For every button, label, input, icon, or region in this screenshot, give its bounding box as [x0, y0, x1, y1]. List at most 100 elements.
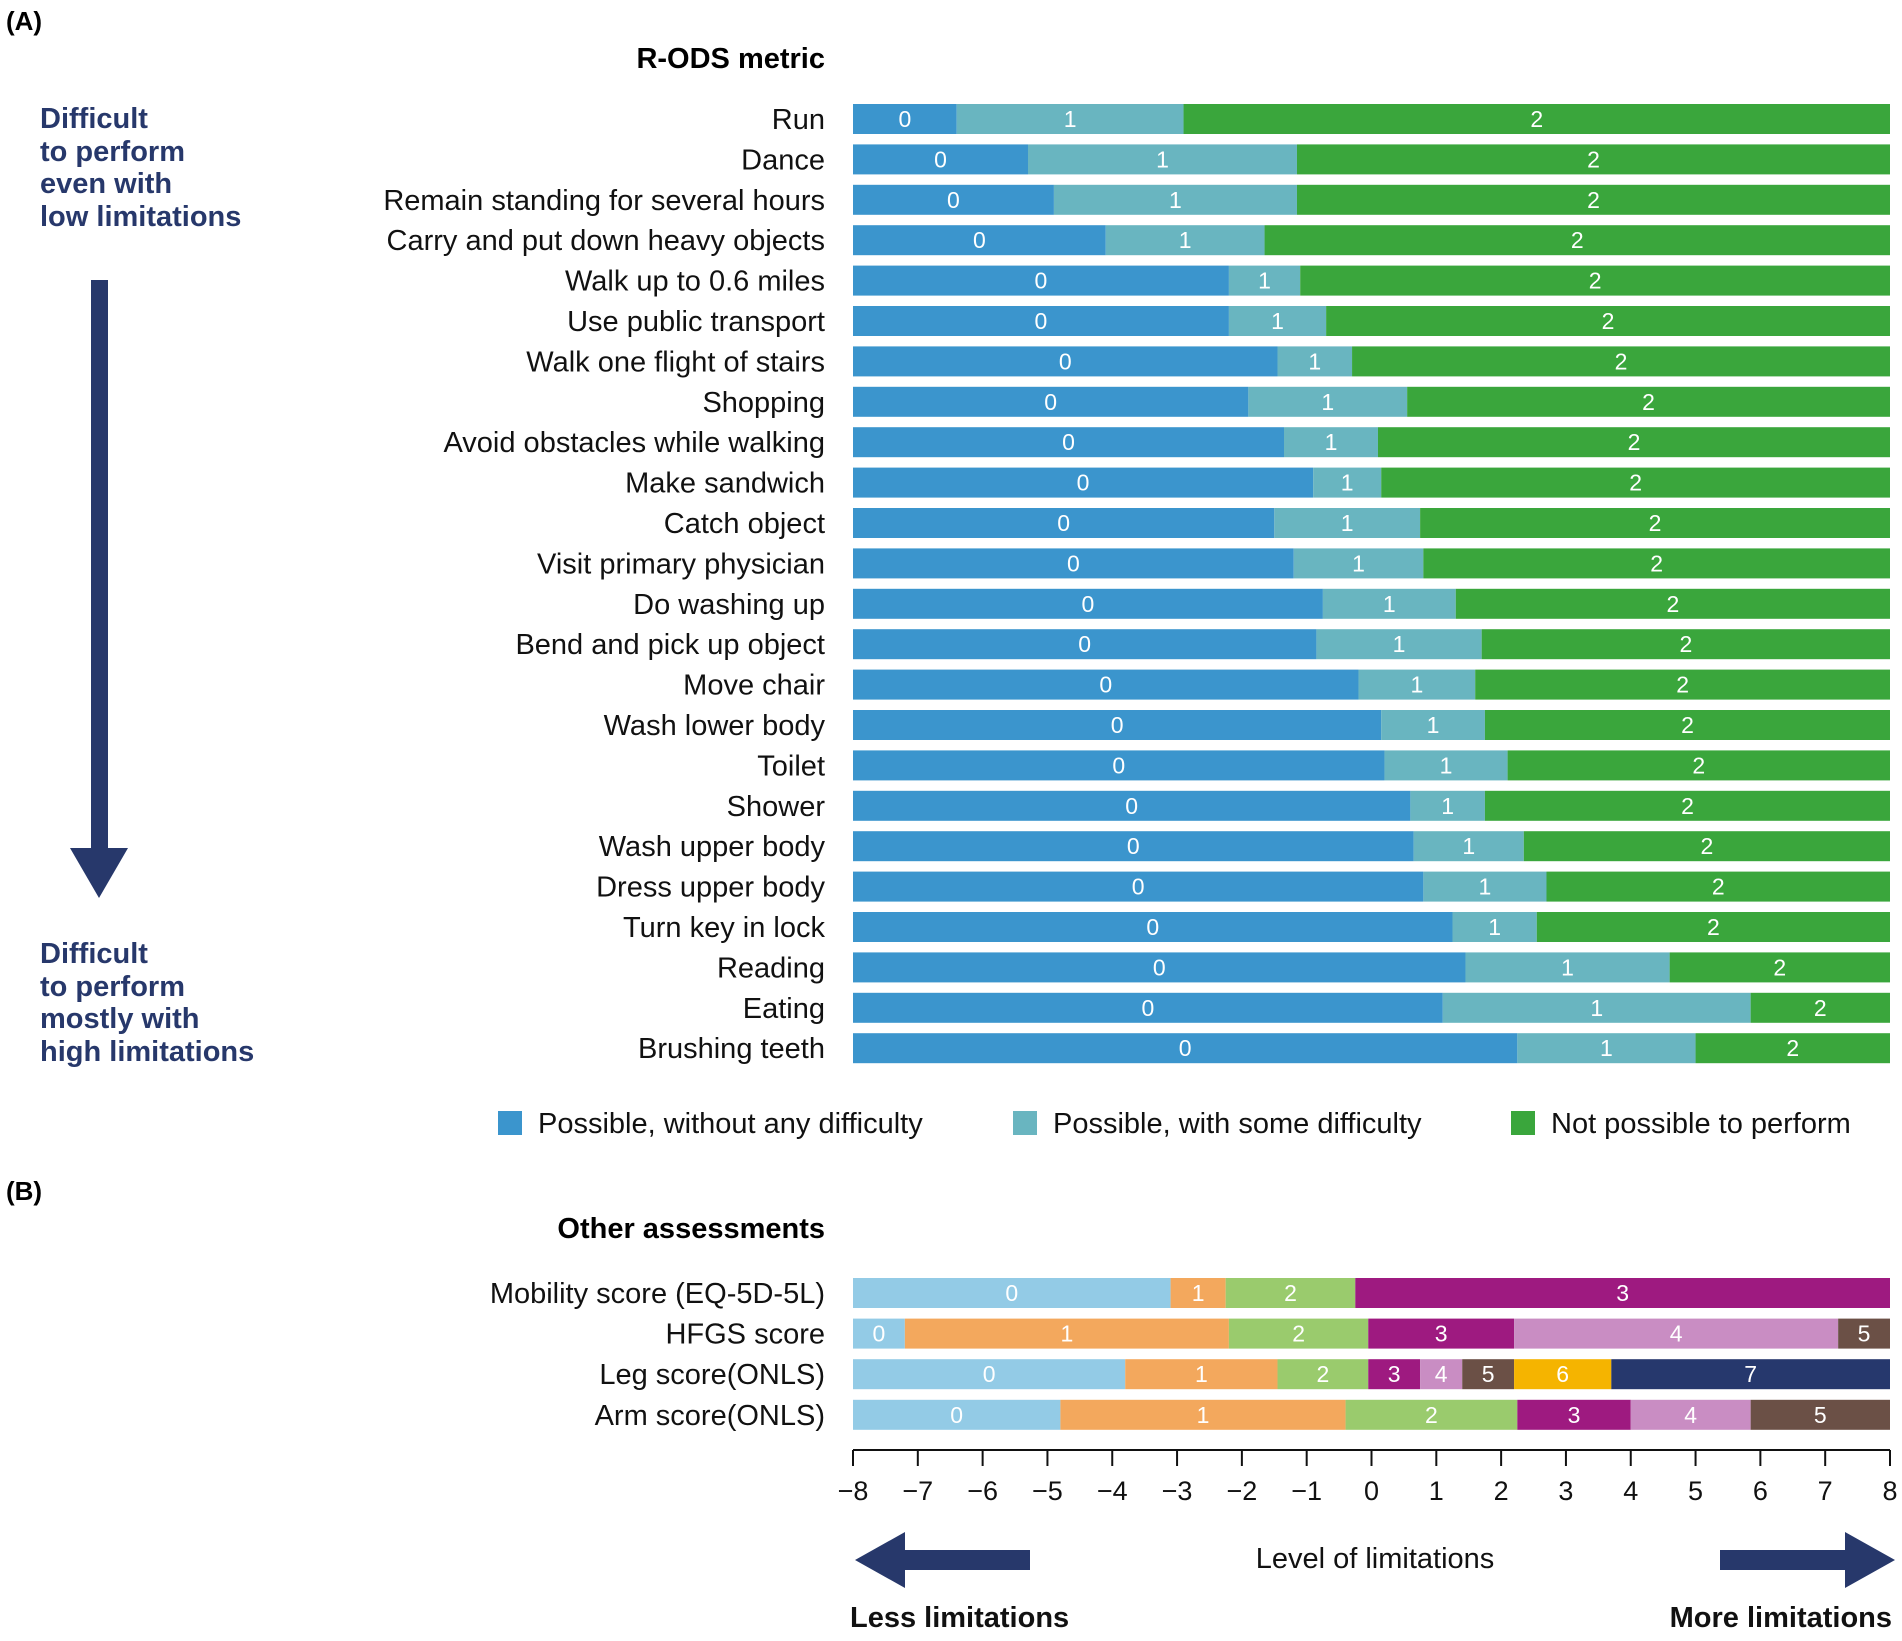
rods-segment-label: 1 [1271, 308, 1284, 334]
rods-bar-segment-1 [1105, 225, 1265, 256]
other-segment-label: 0 [983, 1361, 996, 1387]
other-bar-segment-3 [1368, 1359, 1421, 1390]
rods-bar-segment-0 [853, 225, 1106, 256]
rods-segment-label: 2 [1571, 227, 1584, 253]
rods-bar-segment-0 [853, 831, 1414, 862]
other-bar-segment-7 [1611, 1359, 1890, 1390]
other-segment-label: 5 [1482, 1361, 1495, 1387]
side-bottom-line-2: to perform [40, 971, 185, 1003]
side-top-line-1: Difficult [40, 103, 148, 135]
x-axis-title: Level of limitations [1256, 1543, 1495, 1575]
legend-label-0: Possible, without any difficulty [538, 1108, 923, 1140]
other-segment-label: 4 [1435, 1361, 1448, 1387]
x-tick-label: 8 [1882, 1476, 1897, 1506]
rods-segment-label: 0 [1057, 510, 1070, 536]
x-tick-label: −1 [1291, 1476, 1322, 1506]
rods-segment-label: 0 [1044, 389, 1057, 415]
rods-row-label-catch-object: Catch object [664, 508, 825, 540]
other-segment-label: 1 [1192, 1280, 1205, 1306]
rods-segment-label: 1 [1383, 591, 1396, 617]
other-bar-segment-5 [1750, 1399, 1890, 1430]
rods-bar-segment-0 [853, 144, 1028, 175]
rods-bar-segment-2 [1296, 184, 1890, 215]
other-segment-label: 2 [1284, 1280, 1297, 1306]
rods-segment-label: 2 [1649, 510, 1662, 536]
rods-segment-label: 0 [947, 187, 960, 213]
rods-row-label-avoid-obstacles-while-walking: Avoid obstacles while walking [443, 427, 825, 459]
rods-bar-segment-2 [1546, 871, 1890, 902]
rods-row-label-brushing-teeth: Brushing teeth [638, 1033, 825, 1065]
rods-segment-label: 0 [1179, 1035, 1192, 1061]
rods-bar-segment-1 [1228, 265, 1301, 296]
rods-bar-segment-1 [1517, 1033, 1696, 1064]
x-tick-label: −7 [902, 1476, 933, 1506]
rods-segment-label: 2 [1615, 348, 1628, 374]
rods-row-label-turn-key-in-lock: Turn key in lock [623, 912, 825, 944]
right-arrow-icon [1720, 1532, 1895, 1588]
rods-bar-segment-2 [1484, 710, 1890, 740]
rods-bar-segment-0 [853, 184, 1054, 215]
rods-bar-segment-2 [1669, 952, 1890, 983]
side-top-line-3: even with [40, 168, 172, 200]
rods-bar-segment-0 [853, 912, 1453, 942]
rods-bar-segment-1 [1284, 427, 1378, 458]
other-bar-segment-4 [1630, 1399, 1751, 1430]
other-segment-label: 1 [1195, 1361, 1208, 1387]
rods-bar-segment-2 [1377, 427, 1890, 458]
other-segment-label: 5 [1858, 1321, 1871, 1347]
other-segment-label: 3 [1435, 1321, 1448, 1347]
rods-segment-label: 2 [1712, 874, 1725, 900]
rods-bar-segment-2 [1300, 265, 1890, 296]
other-bar-segment-2 [1277, 1359, 1369, 1390]
other-row-label-arm-score-onls: Arm score(ONLS) [595, 1400, 825, 1432]
rods-segment-label: 0 [1127, 833, 1140, 859]
rods-bar-segment-1 [1358, 669, 1476, 700]
rods-segment-label: 2 [1628, 429, 1641, 455]
rods-row-label-remain-standing-for-several-hours: Remain standing for several hours [383, 185, 825, 217]
rods-segment-label: 0 [1077, 470, 1090, 496]
rods-bar-segment-0 [853, 629, 1317, 660]
rods-row-label-wash-lower-body: Wash lower body [604, 710, 826, 742]
rods-segment-label: 0 [1112, 752, 1125, 778]
rods-bar-segment-1 [1274, 508, 1421, 538]
x-tick-label: −6 [967, 1476, 998, 1506]
rods-bar-segment-0 [853, 790, 1411, 821]
side-top-line-4: low limitations [40, 201, 241, 233]
left-arrow-icon [855, 1532, 1030, 1588]
rods-segment-label: 0 [898, 106, 911, 132]
other-row-label-leg-score-onls: Leg score(ONLS) [599, 1359, 825, 1391]
rods-row-label-bend-and-pick-up-object: Bend and pick up object [515, 629, 825, 661]
rods-segment-label: 1 [1590, 995, 1603, 1021]
rods-segment-label: 1 [1179, 227, 1192, 253]
x-axis: −8 −7 −6 −5 −4 −3 −2 −1 0 1 2 3 4 5 6 7 8 [838, 1449, 1898, 1506]
side-top-line-2: to perform [40, 136, 185, 168]
rods-bar-segment-0 [853, 588, 1323, 619]
rods-segment-label: 2 [1642, 389, 1655, 415]
x-tick-label: −8 [838, 1476, 869, 1506]
rods-segment-label: 1 [1341, 470, 1354, 496]
rods-bar-segment-1 [1313, 467, 1382, 498]
rods-segment-label: 0 [1067, 550, 1080, 576]
other-bar-segment-0 [853, 1318, 905, 1349]
other-segment-label: 0 [950, 1402, 963, 1428]
other-segment-label: 2 [1292, 1321, 1305, 1347]
rods-segment-label: 1 [1561, 954, 1574, 980]
panel-b-label: (B) [6, 1176, 42, 1206]
rods-segment-label: 1 [1156, 146, 1169, 172]
rods-bar-segment-1 [1410, 790, 1485, 821]
x-tick-label: 0 [1364, 1476, 1379, 1506]
rods-bar-segment-2 [1484, 790, 1890, 821]
rods-segment-label: 2 [1679, 631, 1692, 657]
other-row-label-hfgs-score: HFGS score [665, 1319, 825, 1351]
side-bottom-line-4: high limitations [40, 1036, 254, 1068]
rods-segment-label: 2 [1589, 268, 1602, 294]
rods-bar-segment-1 [1228, 306, 1327, 336]
rods-bar-segment-2 [1481, 629, 1890, 660]
rods-bar-segment-0 [853, 750, 1385, 781]
rods-bar-segment-2 [1420, 508, 1890, 538]
rods-segment-label: 2 [1701, 833, 1714, 859]
rods-bar-segment-0 [853, 265, 1229, 296]
rods-segment-label: 1 [1462, 833, 1475, 859]
rods-bar-segment-2 [1507, 750, 1890, 781]
